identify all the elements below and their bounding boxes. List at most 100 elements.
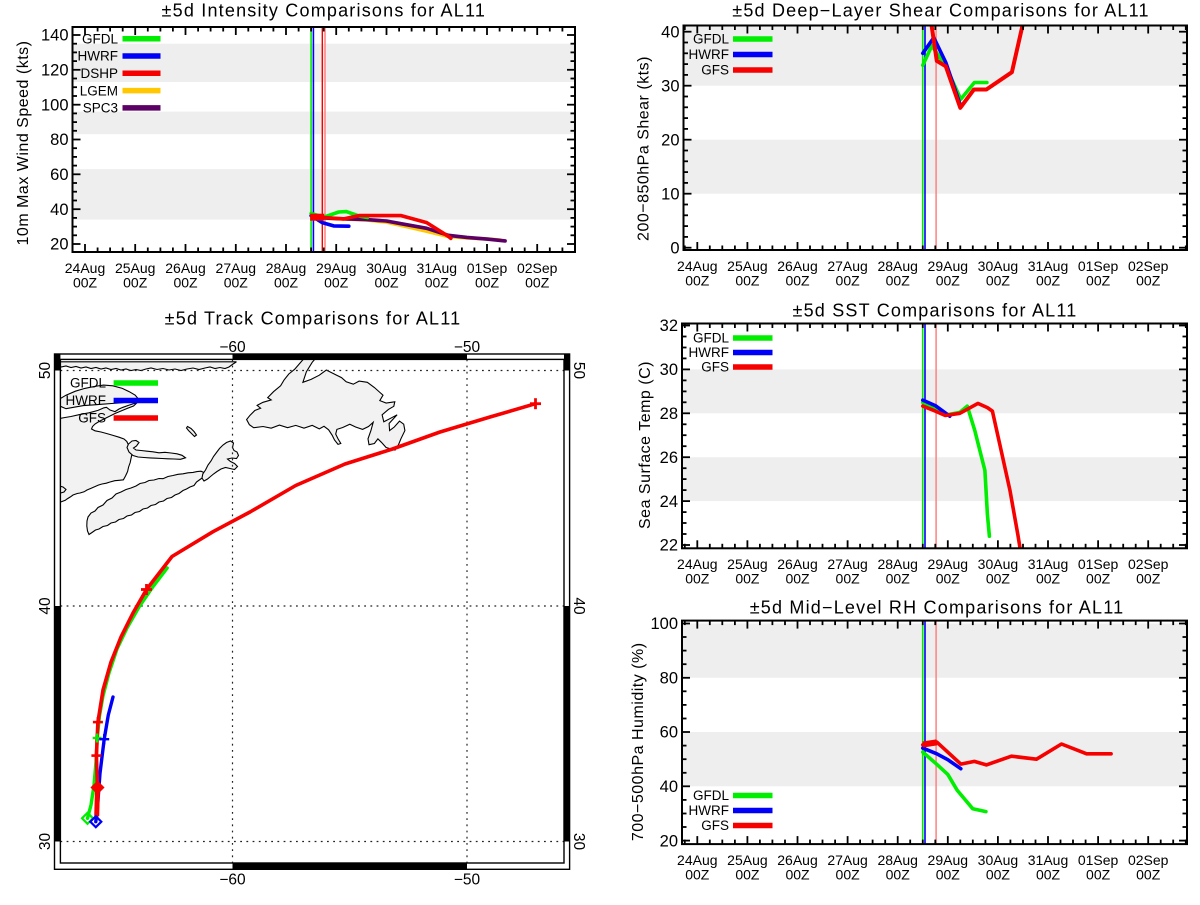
svg-text:00Z: 00Z — [936, 867, 961, 883]
svg-text:30: 30 — [37, 833, 54, 851]
svg-text:00Z: 00Z — [173, 275, 198, 291]
svg-text:00Z: 00Z — [224, 275, 249, 291]
svg-text:29Aug: 29Aug — [928, 852, 968, 868]
svg-text:80: 80 — [50, 131, 68, 149]
svg-text:00Z: 00Z — [1136, 571, 1161, 587]
svg-text:00Z: 00Z — [1036, 867, 1061, 883]
svg-text:00Z: 00Z — [735, 273, 760, 289]
svg-text:24Aug: 24Aug — [677, 556, 717, 572]
svg-text:28Aug: 28Aug — [877, 852, 917, 868]
svg-text:00Z: 00Z — [986, 867, 1011, 883]
svg-text:60: 60 — [50, 166, 68, 184]
svg-text:00Z: 00Z — [836, 273, 861, 289]
svg-text:02Sep: 02Sep — [517, 260, 558, 276]
svg-text:±5d Mid−Level RH Comparisons f: ±5d Mid−Level RH Comparisons for AL11 — [750, 598, 1125, 618]
svg-text:10: 10 — [661, 185, 679, 203]
svg-text:00Z: 00Z — [936, 273, 961, 289]
svg-text:25Aug: 25Aug — [727, 852, 767, 868]
svg-text:30: 30 — [570, 833, 587, 851]
svg-text:±5d Track Comparisons for AL11: ±5d Track Comparisons for AL11 — [165, 309, 462, 329]
svg-text:22: 22 — [660, 537, 678, 555]
svg-text:29Aug: 29Aug — [928, 258, 968, 274]
svg-text:00Z: 00Z — [685, 273, 710, 289]
svg-text:00Z: 00Z — [886, 273, 911, 289]
svg-text:SPC3: SPC3 — [83, 101, 118, 116]
svg-text:31Aug: 31Aug — [1028, 258, 1068, 274]
svg-text:24: 24 — [660, 493, 678, 511]
svg-text:00Z: 00Z — [475, 275, 500, 291]
svg-text:40: 40 — [50, 201, 68, 219]
svg-text:30: 30 — [661, 77, 679, 95]
svg-text:GFS: GFS — [78, 411, 106, 426]
svg-text:±5d Intensity Comparisons for: ±5d Intensity Comparisons for AL11 — [162, 1, 487, 21]
svg-text:40: 40 — [660, 778, 678, 796]
svg-text:00Z: 00Z — [324, 275, 349, 291]
svg-text:00Z: 00Z — [785, 571, 810, 587]
svg-text:26Aug: 26Aug — [777, 258, 817, 274]
svg-text:HWRF: HWRF — [689, 803, 730, 818]
svg-text:HWRF: HWRF — [66, 393, 107, 408]
svg-text:30Aug: 30Aug — [366, 260, 406, 276]
svg-text:00Z: 00Z — [1086, 867, 1111, 883]
svg-text:±5d Deep−Layer Shear Compariso: ±5d Deep−Layer Shear Comparisons for AL1… — [732, 1, 1149, 21]
svg-text:700−500hPa Humidity (%): 700−500hPa Humidity (%) — [630, 642, 647, 841]
svg-text:20: 20 — [660, 832, 678, 850]
svg-text:LGEM: LGEM — [80, 83, 118, 98]
svg-text:00Z: 00Z — [735, 867, 760, 883]
svg-text:27Aug: 27Aug — [827, 556, 867, 572]
svg-text:40: 40 — [661, 23, 679, 41]
svg-text:HWRF: HWRF — [689, 345, 730, 360]
svg-text:00Z: 00Z — [836, 571, 861, 587]
svg-text:00Z: 00Z — [274, 275, 299, 291]
svg-text:01Sep: 01Sep — [1078, 852, 1119, 868]
svg-text:00Z: 00Z — [735, 571, 760, 587]
svg-text:25Aug: 25Aug — [727, 556, 767, 572]
svg-text:10m Max Wind Speed (kts): 10m Max Wind Speed (kts) — [15, 41, 32, 246]
svg-text:30Aug: 30Aug — [978, 556, 1018, 572]
svg-text:29Aug: 29Aug — [316, 260, 356, 276]
svg-text:24Aug: 24Aug — [65, 260, 105, 276]
svg-text:00Z: 00Z — [886, 571, 911, 587]
svg-text:00Z: 00Z — [685, 571, 710, 587]
svg-text:01Sep: 01Sep — [1078, 258, 1119, 274]
svg-text:00Z: 00Z — [986, 273, 1011, 289]
svg-text:HWRF: HWRF — [689, 47, 730, 62]
svg-text:27Aug: 27Aug — [216, 260, 256, 276]
svg-text:26Aug: 26Aug — [777, 852, 817, 868]
svg-text:100: 100 — [650, 615, 678, 633]
svg-text:00Z: 00Z — [1136, 273, 1161, 289]
svg-text:20: 20 — [661, 131, 679, 149]
svg-text:31Aug: 31Aug — [1028, 852, 1068, 868]
svg-text:−50: −50 — [454, 339, 481, 356]
svg-text:28: 28 — [660, 405, 678, 423]
svg-text:26Aug: 26Aug — [165, 260, 205, 276]
svg-text:GFDL: GFDL — [693, 32, 729, 47]
svg-text:40: 40 — [37, 597, 54, 615]
svg-text:30Aug: 30Aug — [978, 852, 1018, 868]
svg-text:29Aug: 29Aug — [928, 556, 968, 572]
svg-text:02Sep: 02Sep — [1128, 258, 1169, 274]
svg-text:30: 30 — [660, 361, 678, 379]
svg-text:140: 140 — [41, 27, 69, 45]
svg-text:28Aug: 28Aug — [266, 260, 306, 276]
svg-text:00Z: 00Z — [525, 275, 550, 291]
svg-text:00Z: 00Z — [73, 275, 98, 291]
svg-text:120: 120 — [41, 62, 69, 80]
svg-text:26: 26 — [660, 449, 678, 467]
svg-text:30Aug: 30Aug — [978, 258, 1018, 274]
svg-text:DSHP: DSHP — [80, 66, 118, 81]
svg-text:00Z: 00Z — [1036, 571, 1061, 587]
svg-text:GFS: GFS — [701, 63, 729, 78]
svg-text:02Sep: 02Sep — [1128, 556, 1169, 572]
svg-text:01Sep: 01Sep — [1078, 556, 1119, 572]
svg-text:−60: −60 — [219, 339, 246, 356]
svg-text:GFS: GFS — [701, 818, 729, 833]
svg-text:00Z: 00Z — [836, 867, 861, 883]
svg-text:32: 32 — [660, 317, 678, 335]
svg-text:00Z: 00Z — [1086, 273, 1111, 289]
svg-text:GFDL: GFDL — [693, 788, 729, 803]
svg-text:−60: −60 — [219, 872, 246, 889]
svg-text:−50: −50 — [454, 872, 481, 889]
svg-text:27Aug: 27Aug — [827, 258, 867, 274]
svg-text:01Sep: 01Sep — [467, 260, 508, 276]
